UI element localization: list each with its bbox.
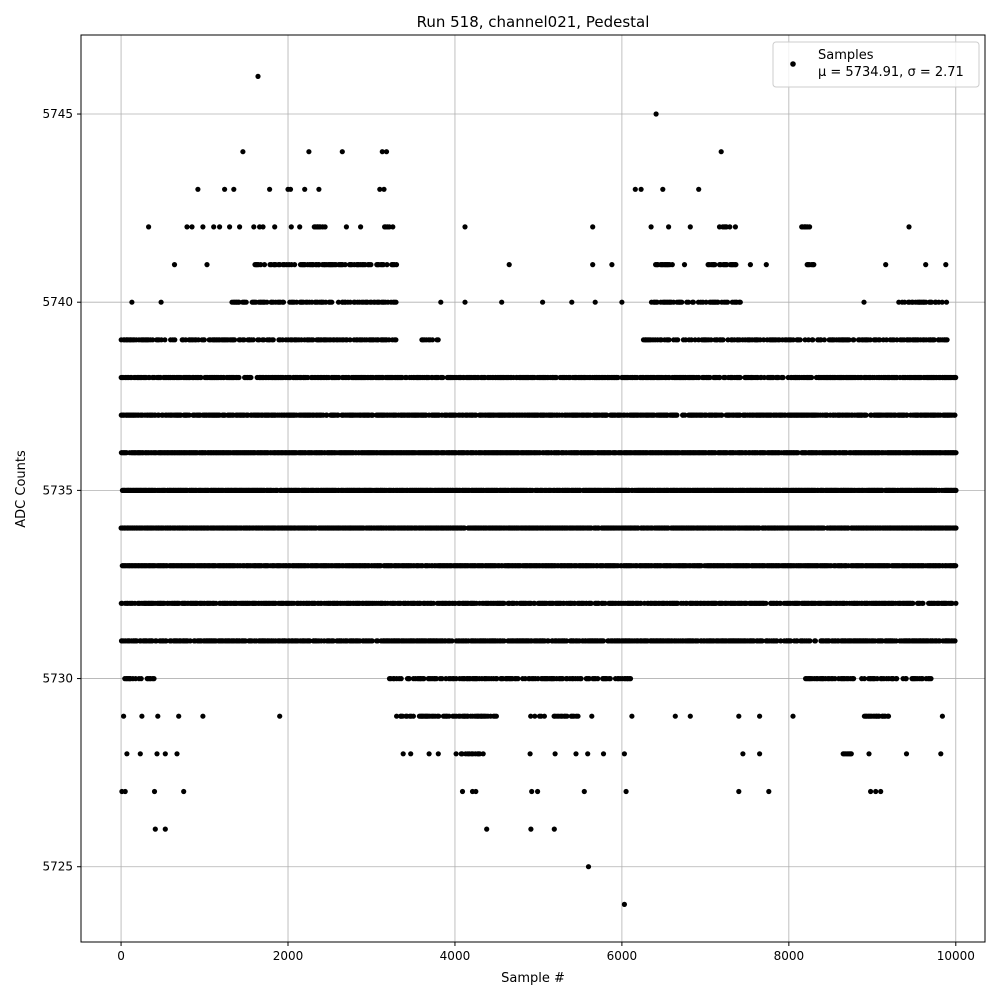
data-points <box>118 73 959 908</box>
data-point <box>778 638 784 644</box>
data-point <box>920 600 926 606</box>
data-point <box>430 600 437 606</box>
data-point <box>953 563 959 569</box>
data-point <box>953 487 959 493</box>
data-point <box>369 638 375 644</box>
data-point <box>501 638 507 644</box>
data-point <box>307 638 313 644</box>
data-point <box>807 638 813 644</box>
data-point <box>564 638 570 644</box>
data-point <box>893 638 899 644</box>
data-point <box>532 600 538 606</box>
data-point <box>910 600 916 606</box>
data-point <box>449 638 455 644</box>
data-point <box>759 638 765 644</box>
data-point <box>163 638 169 644</box>
data-point <box>187 638 193 644</box>
data-point <box>953 600 959 606</box>
data-point <box>953 525 959 531</box>
data-point <box>602 600 608 606</box>
data-point <box>953 450 959 456</box>
data-point <box>588 600 594 606</box>
data-point <box>763 600 769 606</box>
chart-title: Run 518, channel021, Pedestal <box>417 13 650 31</box>
data-point <box>501 600 507 606</box>
data-point <box>774 638 780 644</box>
data-point <box>778 600 784 606</box>
data-point <box>213 600 219 606</box>
data-point <box>812 638 819 644</box>
data-point <box>788 638 794 644</box>
data-point <box>545 638 551 644</box>
data-point <box>952 638 958 644</box>
data-point <box>375 638 381 644</box>
data-point <box>949 600 955 606</box>
data-point <box>600 638 607 644</box>
